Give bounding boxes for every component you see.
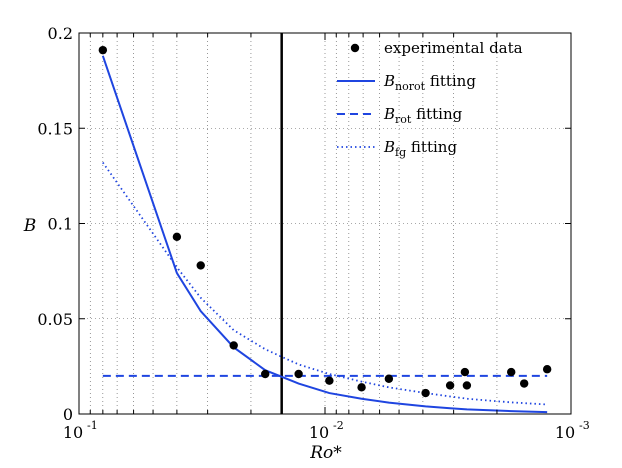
y-tick-label: 0.05 [37,310,73,329]
data-point [172,232,182,242]
data-point [229,341,238,350]
x-tick-exponent: -1 [87,419,98,432]
data-point [294,369,303,379]
legend-marker-experimental [350,43,360,53]
data-point [519,379,529,388]
legend-label-fg: Bfg fitting [383,138,457,159]
y-tick-label: 0.15 [37,119,73,138]
data-point [261,369,270,379]
y-tick-label: 0.2 [48,24,73,43]
series-line-norot [101,55,548,414]
series-line-fg [102,162,548,406]
data-point [98,45,108,55]
x-tick-label: 10 [63,423,83,442]
data-point [384,374,394,383]
series-layer [101,55,548,414]
data-point [196,261,205,270]
x-tick-exponent: -3 [579,419,590,432]
x-tick-label: 10 [555,423,575,442]
data-point [460,367,470,377]
data-point [357,383,366,392]
data-point [325,376,334,385]
legend-label-experimental: experimental data [384,39,523,57]
data-point [542,365,552,374]
data-point [462,381,472,390]
data-point [507,367,516,377]
x-tick-label: 10 [309,423,329,442]
legend: experimental data Bnorot fitting Brot fitt… [337,39,523,159]
x-tick-exponent: -2 [333,419,344,432]
data-point [445,381,455,390]
y-tick-label: 0.1 [48,215,73,234]
legend-label-rot: Brot fitting [383,105,463,126]
y-axis-label: B [23,216,37,236]
tick-label-layer: 0 0.05 0.1 0.15 0.2 10 -1 10 -2 10 -3 [37,24,589,442]
points-layer [98,45,552,398]
axes-layer [78,32,572,415]
data-point [421,388,430,398]
x-axis-label: Ro* [309,443,342,463]
legend-label-norot: Bnorot fitting [383,72,476,93]
y-tick-label: 0 [63,405,73,424]
